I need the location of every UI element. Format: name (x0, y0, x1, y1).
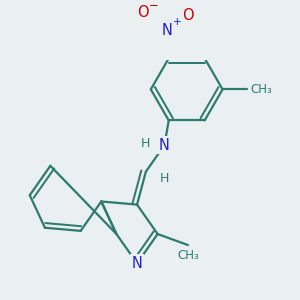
Text: CH₃: CH₃ (251, 83, 272, 96)
Text: −: − (148, 0, 158, 12)
Text: +: + (173, 17, 182, 27)
Text: N: N (162, 23, 172, 38)
Text: CH₃: CH₃ (177, 249, 199, 262)
Text: N: N (132, 256, 142, 271)
Text: O: O (137, 4, 149, 20)
Text: N: N (159, 138, 170, 153)
Text: H: H (160, 172, 169, 185)
Text: H: H (141, 137, 150, 150)
Text: O: O (183, 8, 194, 23)
